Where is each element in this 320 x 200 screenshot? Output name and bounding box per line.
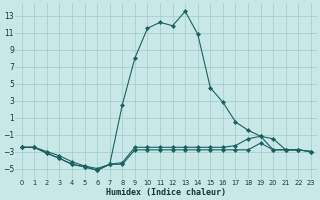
X-axis label: Humidex (Indice chaleur): Humidex (Indice chaleur) — [106, 188, 226, 197]
